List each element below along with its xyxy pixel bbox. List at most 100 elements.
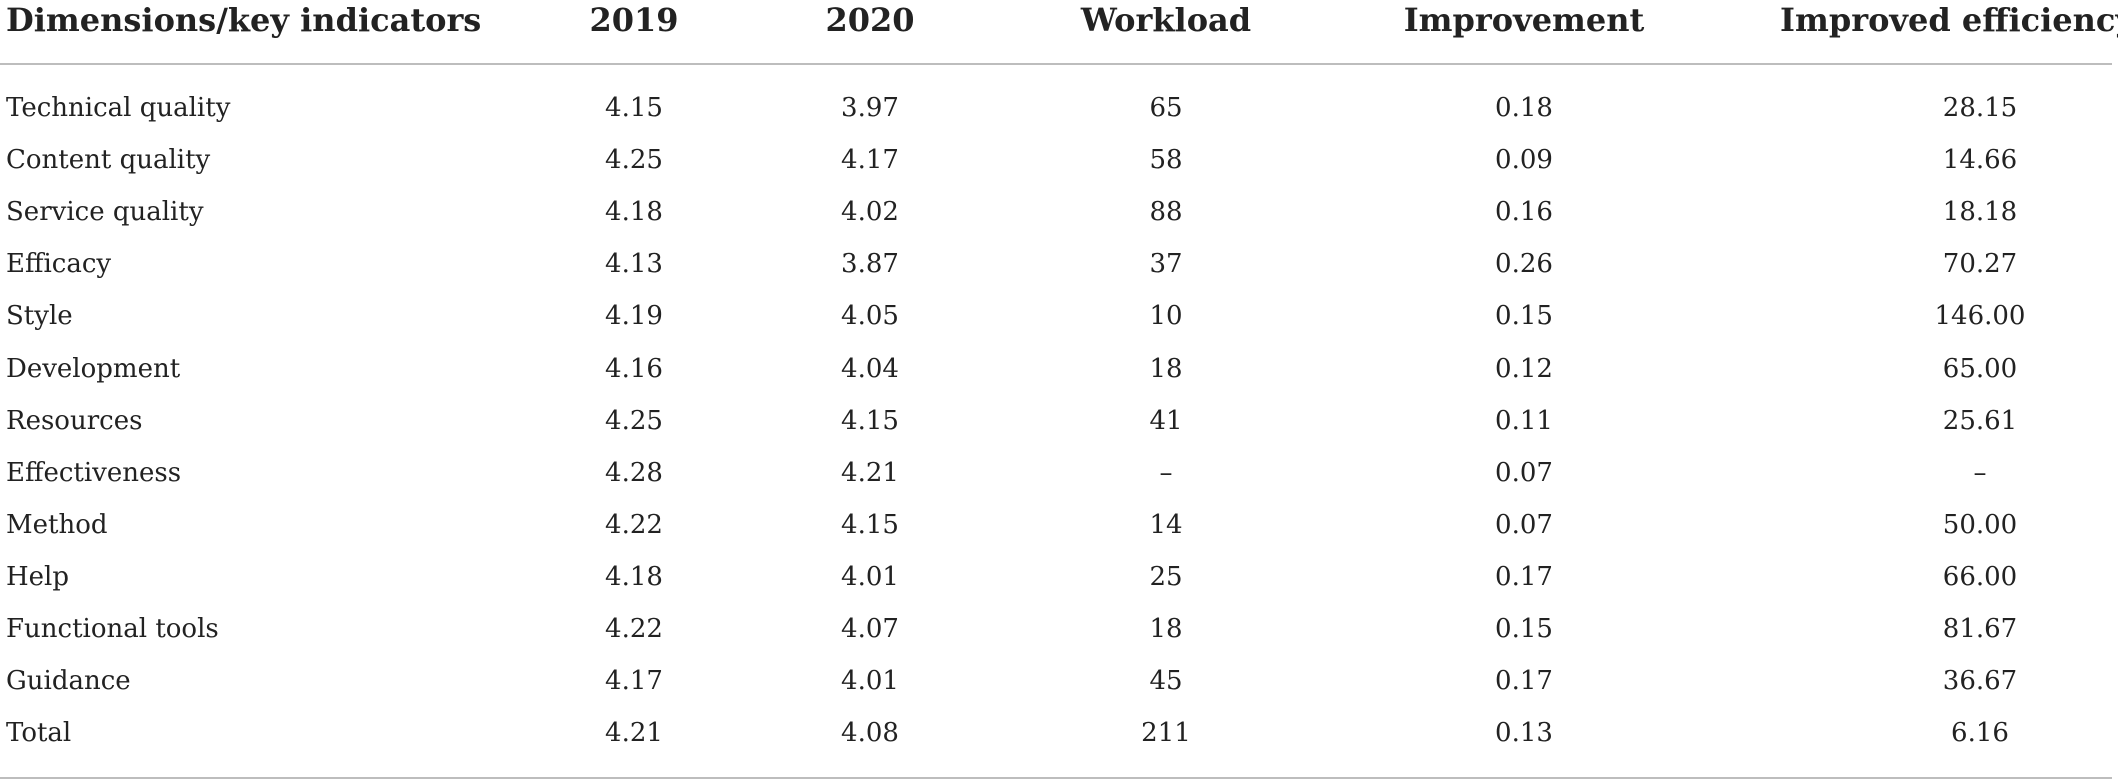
value-workload: 88	[1149, 197, 1183, 227]
value-2019: 4.18	[605, 562, 663, 592]
value-2020: 4.04	[841, 354, 899, 384]
value-improvement: 0.15	[1495, 301, 1553, 331]
value-2019: 4.18	[605, 197, 663, 227]
value-improvement: 0.07	[1495, 458, 1553, 488]
value-improved-efficiency: 70.27	[1942, 249, 2018, 279]
value-workload: 25	[1149, 562, 1183, 592]
value-2020: 4.05	[841, 301, 899, 331]
row-label: Method	[6, 510, 108, 540]
value-2020: 4.15	[841, 510, 899, 540]
table-row: Efficacy 4.13 3.87 37 0.26 70.27	[0, 238, 2112, 290]
row-label: Technical quality	[6, 93, 231, 123]
value-improvement: 0.26	[1495, 249, 1553, 279]
bottom-divider	[0, 777, 2112, 779]
header-workload: Workload	[1080, 1, 1252, 39]
value-improved-efficiency: 14.66	[1942, 145, 2018, 175]
row-label: Effectiveness	[6, 458, 182, 488]
value-2019: 4.28	[605, 458, 663, 488]
table-row: Effectiveness 4.28 4.21 – 0.07 –	[0, 447, 2112, 499]
table-row: Guidance 4.17 4.01 45 0.17 36.67	[0, 655, 2112, 707]
header-improved-efficiency: Improved efficiency	[1780, 1, 2118, 39]
value-improved-efficiency: 36.67	[1942, 666, 2018, 696]
value-workload: –	[1159, 458, 1173, 488]
value-improved-efficiency: 6.16	[1951, 718, 2009, 748]
value-2019: 4.13	[605, 249, 663, 279]
header-improvement: Improvement	[1403, 1, 1645, 39]
value-improved-efficiency: 65.00	[1942, 354, 2018, 384]
value-2019: 4.19	[605, 301, 663, 331]
row-label: Efficacy	[6, 249, 112, 279]
header-2019: 2019	[589, 1, 679, 39]
value-improvement: 0.15	[1495, 614, 1553, 644]
value-improvement: 0.17	[1495, 666, 1553, 696]
value-2019: 4.22	[605, 614, 663, 644]
value-improvement: 0.18	[1495, 93, 1553, 123]
value-workload: 18	[1149, 354, 1183, 384]
table-header-row: Dimensions/key indicators 2019 2020 Work…	[0, 0, 2118, 52]
value-improvement: 0.16	[1495, 197, 1553, 227]
value-improved-efficiency: 50.00	[1942, 510, 2018, 540]
value-improved-efficiency: 25.61	[1942, 406, 2018, 436]
value-improvement: 0.09	[1495, 145, 1553, 175]
value-workload: 211	[1141, 718, 1191, 748]
value-improvement: 0.12	[1495, 354, 1553, 384]
table-row: Technical quality 4.15 3.97 65 0.18 28.15	[0, 82, 2112, 134]
row-label: Help	[6, 562, 70, 592]
value-workload: 41	[1149, 406, 1183, 436]
value-improvement: 0.11	[1495, 406, 1553, 436]
header-2020: 2020	[825, 1, 915, 39]
value-improved-efficiency: 146.00	[1934, 301, 2026, 331]
value-2020: 4.07	[841, 614, 899, 644]
value-improvement: 0.13	[1495, 718, 1553, 748]
value-improved-efficiency: 28.15	[1942, 93, 2018, 123]
value-2019: 4.21	[605, 718, 663, 748]
row-label: Service quality	[6, 197, 204, 227]
value-workload: 14	[1149, 510, 1183, 540]
value-2019: 4.22	[605, 510, 663, 540]
value-2019: 4.25	[605, 145, 663, 175]
value-improved-efficiency: 18.18	[1942, 197, 2018, 227]
row-label: Style	[6, 301, 73, 331]
value-workload: 10	[1149, 301, 1183, 331]
value-2019: 4.25	[605, 406, 663, 436]
row-label: Content quality	[6, 145, 211, 175]
value-2020: 4.02	[841, 197, 899, 227]
table-row: Functional tools 4.22 4.07 18 0.15 81.67	[0, 603, 2112, 655]
table-row: Help 4.18 4.01 25 0.17 66.00	[0, 551, 2112, 603]
value-2019: 4.17	[605, 666, 663, 696]
header-divider	[0, 63, 2112, 65]
value-workload: 37	[1149, 249, 1183, 279]
table-row: Development 4.16 4.04 18 0.12 65.00	[0, 343, 2112, 395]
value-improvement: 0.07	[1495, 510, 1553, 540]
header-dimensions: Dimensions/key indicators	[6, 1, 482, 39]
value-workload: 58	[1149, 145, 1183, 175]
value-2020: 4.15	[841, 406, 899, 436]
row-label: Development	[6, 354, 181, 384]
value-2020: 3.87	[841, 249, 899, 279]
value-2020: 4.01	[841, 666, 899, 696]
value-improved-efficiency: 81.67	[1942, 614, 2018, 644]
table-row: Content quality 4.25 4.17 58 0.09 14.66	[0, 134, 2112, 186]
value-workload: 65	[1149, 93, 1183, 123]
table-row: Total 4.21 4.08 211 0.13 6.16	[0, 707, 2112, 759]
value-2020: 3.97	[841, 93, 899, 123]
value-2020: 4.08	[841, 718, 899, 748]
value-2019: 4.15	[605, 93, 663, 123]
value-workload: 18	[1149, 614, 1183, 644]
row-label: Total	[6, 718, 72, 748]
table-row: Style 4.19 4.05 10 0.15 146.00	[0, 290, 2112, 342]
table-row: Service quality 4.18 4.02 88 0.16 18.18	[0, 186, 2112, 238]
row-label: Functional tools	[6, 614, 219, 644]
value-2019: 4.16	[605, 354, 663, 384]
row-label: Resources	[6, 406, 143, 436]
value-improvement: 0.17	[1495, 562, 1553, 592]
table-row: Method 4.22 4.15 14 0.07 50.00	[0, 499, 2112, 551]
value-workload: 45	[1149, 666, 1183, 696]
value-2020: 4.21	[841, 458, 899, 488]
value-improved-efficiency: 66.00	[1942, 562, 2018, 592]
value-improved-efficiency: –	[1973, 458, 1987, 488]
value-2020: 4.17	[841, 145, 899, 175]
row-label: Guidance	[6, 666, 131, 696]
value-2020: 4.01	[841, 562, 899, 592]
